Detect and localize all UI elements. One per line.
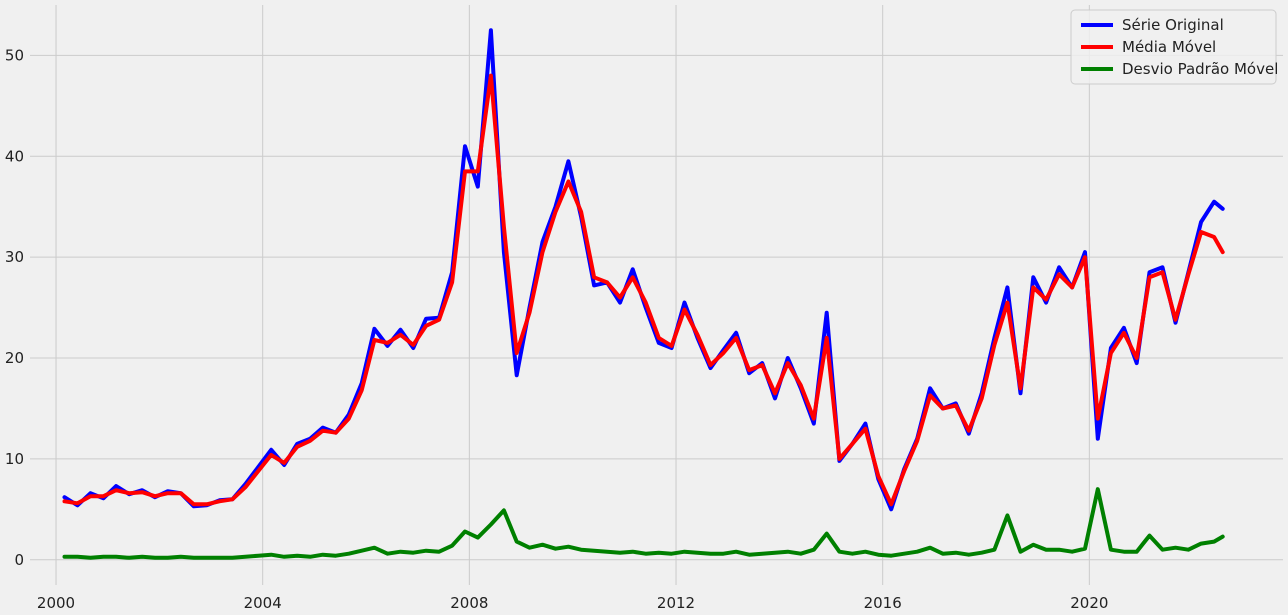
x-tick-label: 2008 bbox=[450, 594, 488, 612]
y-tick-label: 30 bbox=[5, 248, 24, 266]
legend-box bbox=[1070, 9, 1277, 85]
x-tick-label: 2000 bbox=[37, 594, 75, 612]
series-line-media-movel bbox=[62, 73, 1225, 507]
legend-label-media-movel: Média Móvel bbox=[1122, 38, 1216, 56]
y-tick-label: 50 bbox=[5, 46, 24, 64]
x-tick-label: 2004 bbox=[244, 594, 282, 612]
legend-label-desvio-padrao-movel: Desvio Padrão Móvel bbox=[1122, 60, 1278, 78]
y-axis-ticks: 0 10 20 30 40 50 bbox=[5, 46, 24, 568]
legend-label-serie-original: Série Original bbox=[1122, 16, 1224, 34]
series-layer bbox=[62, 28, 1225, 560]
legend: Série Original Média Móvel Desvio Padrão… bbox=[1070, 9, 1278, 85]
y-tick-label: 20 bbox=[5, 349, 24, 367]
y-tick-label: 40 bbox=[5, 147, 24, 165]
x-axis-ticks: 2000 2004 2008 2012 2016 2020 bbox=[37, 594, 1109, 612]
y-tick-label: 0 bbox=[14, 551, 24, 569]
x-tick-label: 2020 bbox=[1070, 594, 1108, 612]
x-tick-label: 2016 bbox=[864, 594, 902, 612]
grid bbox=[30, 5, 1283, 585]
y-tick-label: 10 bbox=[5, 450, 24, 468]
x-tick-label: 2012 bbox=[657, 594, 695, 612]
series-line-desvio-padrao-movel bbox=[62, 487, 1225, 560]
